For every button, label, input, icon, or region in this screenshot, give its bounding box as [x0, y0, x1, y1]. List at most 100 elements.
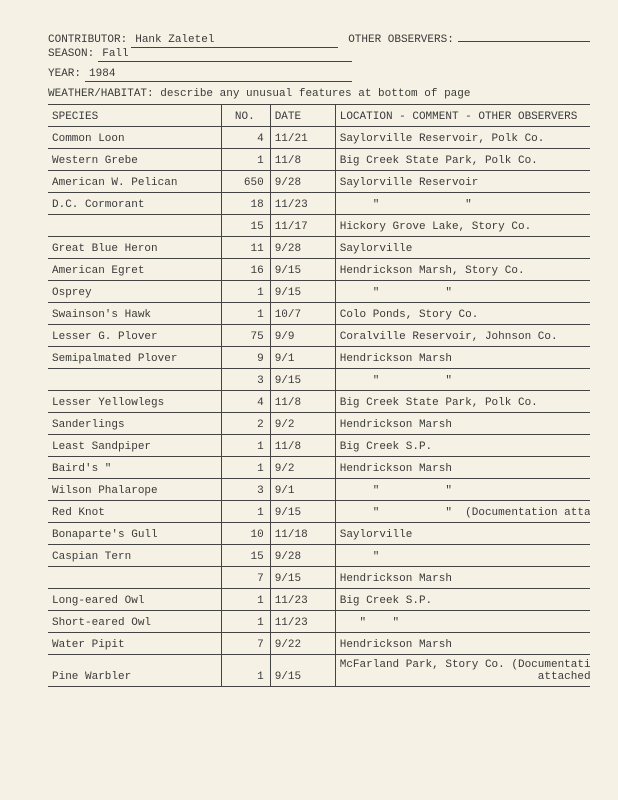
cell-location: Big Creek State Park, Polk Co.: [335, 391, 590, 413]
cell-date: 9/2: [270, 413, 335, 435]
observation-table: SPECIES NO. DATE LOCATION - COMMENT - OT…: [48, 104, 590, 687]
other-observers-value: [458, 28, 590, 42]
header-row-1: CONTRIBUTOR: Hank Zaletel OTHER OBSERVER…: [48, 28, 590, 48]
cell-species: American W. Pelican: [48, 171, 221, 193]
cell-location: Hickory Grove Lake, Story Co.: [335, 215, 590, 237]
table-row: Bonaparte's Gull1011/18Saylorville: [48, 523, 590, 545]
cell-no: 3: [221, 369, 270, 391]
table-row: Swainson's Hawk110/7Colo Ponds, Story Co…: [48, 303, 590, 325]
cell-date: 9/9: [270, 325, 335, 347]
contributor-label: CONTRIBUTOR:: [48, 34, 127, 46]
cell-species: Red Knot: [48, 501, 221, 523]
cell-date: 9/28: [270, 237, 335, 259]
season-value: Fall: [98, 48, 351, 62]
cell-no: 7: [221, 567, 270, 589]
cell-no: 4: [221, 391, 270, 413]
table-header-row: SPECIES NO. DATE LOCATION - COMMENT - OT…: [48, 105, 590, 127]
cell-date: 9/28: [270, 171, 335, 193]
cell-species: Baird's ": [48, 457, 221, 479]
cell-location: " ": [335, 281, 590, 303]
cell-no: 1: [221, 611, 270, 633]
table-row: Lesser G. Plover759/9Coralville Reservoi…: [48, 325, 590, 347]
cell-location: Colo Ponds, Story Co.: [335, 303, 590, 325]
year-row: YEAR: 1984: [48, 68, 352, 82]
table-row: Semipalmated Plover99/1Hendrickson Marsh: [48, 347, 590, 369]
cell-no: 650: [221, 171, 270, 193]
cell-date: 11/21: [270, 127, 335, 149]
cell-location: Hendrickson Marsh, Story Co.: [335, 259, 590, 281]
cell-species: Common Loon: [48, 127, 221, 149]
cell-no: 1: [221, 149, 270, 171]
cell-location: Big Creek State Park, Polk Co.: [335, 149, 590, 171]
cell-no: 15: [221, 215, 270, 237]
cell-date: 11/8: [270, 149, 335, 171]
cell-location: Hendrickson Marsh: [335, 347, 590, 369]
table-row: American W. Pelican6509/28Saylorville Re…: [48, 171, 590, 193]
cell-date: 9/15: [270, 259, 335, 281]
table-row: Red Knot19/15 " " (Documentation attache…: [48, 501, 590, 523]
weather-line: WEATHER/HABITAT: describe any unusual fe…: [48, 88, 590, 100]
table-row: Long-eared Owl111/23Big Creek S.P.: [48, 589, 590, 611]
cell-date: 9/15: [270, 281, 335, 303]
cell-date: 9/22: [270, 633, 335, 655]
cell-date: 11/17: [270, 215, 335, 237]
cell-no: 1: [221, 435, 270, 457]
cell-species: Water Pipit: [48, 633, 221, 655]
cell-location: Saylorville: [335, 237, 590, 259]
cell-date: 9/15: [270, 369, 335, 391]
col-location: LOCATION - COMMENT - OTHER OBSERVERS: [335, 105, 590, 127]
cell-date: 9/2: [270, 457, 335, 479]
cell-species: Short-eared Owl: [48, 611, 221, 633]
cell-species: Sanderlings: [48, 413, 221, 435]
other-observers-label: OTHER OBSERVERS:: [348, 34, 454, 46]
cell-no: 3: [221, 479, 270, 501]
cell-species: [48, 215, 221, 237]
cell-location: " ": [335, 193, 590, 215]
cell-location: " ": [335, 611, 590, 633]
table-row: American Egret169/15Hendrickson Marsh, S…: [48, 259, 590, 281]
cell-species: [48, 369, 221, 391]
table-row: Great Blue Heron119/28Saylorville: [48, 237, 590, 259]
table-row: 1511/17Hickory Grove Lake, Story Co.: [48, 215, 590, 237]
cell-no: 4: [221, 127, 270, 149]
cell-date: 11/8: [270, 391, 335, 413]
table-row: Sanderlings29/2Hendrickson Marsh: [48, 413, 590, 435]
season-row: SEASON: Fall: [48, 48, 352, 62]
cell-location: Saylorville Reservoir, Polk Co.: [335, 127, 590, 149]
table-row: Caspian Tern159/28 ": [48, 545, 590, 567]
cell-no: 1: [221, 501, 270, 523]
cell-date: 9/1: [270, 479, 335, 501]
table-row: Western Grebe111/8Big Creek State Park, …: [48, 149, 590, 171]
cell-species: Great Blue Heron: [48, 237, 221, 259]
cell-location: " ": [335, 479, 590, 501]
table-row: 79/15Hendrickson Marsh: [48, 567, 590, 589]
cell-species: Lesser G. Plover: [48, 325, 221, 347]
cell-no: 1: [221, 589, 270, 611]
cell-date: 11/23: [270, 589, 335, 611]
cell-date: 11/8: [270, 435, 335, 457]
cell-no: 75: [221, 325, 270, 347]
cell-species: Least Sandpiper: [48, 435, 221, 457]
cell-no: 1: [221, 655, 270, 687]
cell-species: Pine Warbler: [48, 655, 221, 687]
col-date: DATE: [270, 105, 335, 127]
cell-species: American Egret: [48, 259, 221, 281]
cell-no: 1: [221, 457, 270, 479]
season-label: SEASON:: [48, 48, 94, 60]
cell-species: Bonaparte's Gull: [48, 523, 221, 545]
year-value: 1984: [85, 68, 352, 82]
cell-no: 7: [221, 633, 270, 655]
cell-no: 9: [221, 347, 270, 369]
cell-no: 1: [221, 303, 270, 325]
cell-location: Hendrickson Marsh: [335, 633, 590, 655]
cell-location: Big Creek S.P.: [335, 435, 590, 457]
cell-species: Wilson Phalarope: [48, 479, 221, 501]
cell-species: Osprey: [48, 281, 221, 303]
cell-location: ": [335, 545, 590, 567]
table-row: Least Sandpiper111/8Big Creek S.P.: [48, 435, 590, 457]
cell-location: McFarland Park, Story Co. (Documentation…: [335, 655, 590, 687]
cell-species: Swainson's Hawk: [48, 303, 221, 325]
col-no: NO.: [221, 105, 270, 127]
cell-location: Hendrickson Marsh: [335, 457, 590, 479]
table-row: D.C. Cormorant1811/23 " ": [48, 193, 590, 215]
